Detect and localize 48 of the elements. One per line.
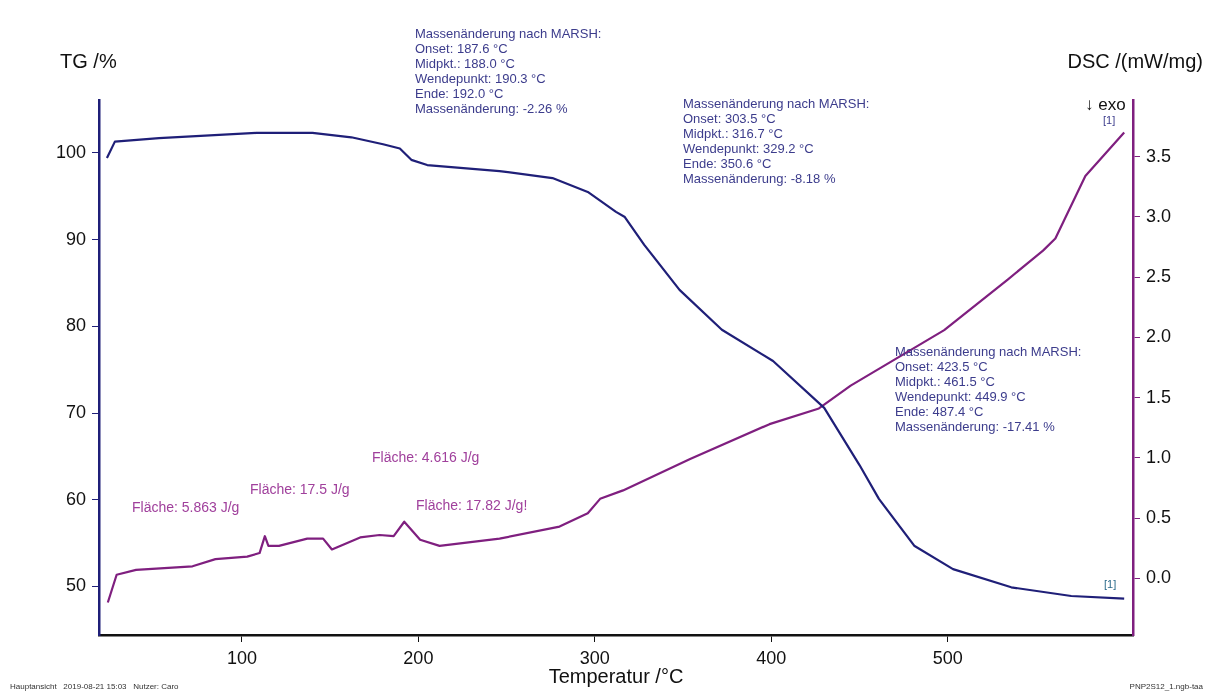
annotation: Wendepunkt: 329.2 °C [683,141,814,156]
y-tick-label: 80 [65,315,86,336]
text: Onset: 187.6 °C [415,41,508,56]
annotation: Fläche: 17.82 J/g! [416,497,528,513]
annotation: [1] [1104,578,1117,590]
x-tick-label: 400 [756,647,787,668]
annotation: Onset: 303.5 °C [683,111,776,126]
annotation: ↓ exo [1085,95,1126,114]
annotation: Massenänderung: -2.26 % [415,101,568,116]
annotation: Fläche: 17.5 J/g [250,481,350,497]
x-tick-label: 200 [403,647,434,668]
annotation: Ende: 487.4 °C [895,404,984,419]
x-tick-label: 500 [932,647,963,668]
x-axis-title: Temperatur /°C [548,665,684,687]
y-tick-label: 90 [65,228,86,249]
text: PNP2S12_1.ngb-taa [1129,682,1204,691]
y2-tick-label: 2.0 [1146,326,1172,347]
annotation: Massenänderung: -17.41 % [895,419,1056,434]
text: Midpkt.: 188.0 °C [415,56,515,71]
annotation: Ende: 350.6 °C [683,156,772,171]
y2-axis-title: DSC /(mW/mg) [1067,50,1203,72]
annotation: Midpkt.: 316.7 °C [683,126,783,141]
annotation: Fläche: 4.616 J/g [372,449,480,465]
annotation: Wendepunkt: 449.9 °C [895,389,1026,404]
y-tick-label: 60 [65,488,86,509]
annotation: [1] [1103,114,1116,126]
y2-tick-label: 3.5 [1146,145,1172,166]
text: Massenänderung nach MARSH: [415,26,602,41]
text: Hauptansicht 2019-08-21 15:03 Nutzer: Caro [10,682,180,691]
y2-tick-label: 2.5 [1146,266,1172,287]
y-tick-label: 50 [65,575,86,596]
y2-tick-label: 1.5 [1146,386,1172,407]
y2-tick-label: 3.0 [1146,205,1172,226]
annotation: Ende: 192.0 °C [415,86,504,101]
y-tick-label: 100 [55,141,86,162]
annotation: Massenänderung: -8.18 % [683,171,836,186]
x-tick-label: 300 [579,647,610,668]
text: Wendepunkt: 190.3 °C [415,71,546,86]
x-tick-label: 100 [226,647,257,668]
annotation: Massenänderung nach MARSH: [683,96,870,111]
annotation: Onset: 423.5 °C [895,359,988,374]
y-tick-label: 70 [65,401,86,422]
y2-tick-label: 0.5 [1146,507,1172,528]
y2-tick-label: 1.0 [1146,446,1172,467]
y2-tick-label: 0.0 [1146,567,1172,588]
annotation: Fläche: 5.863 J/g [132,499,240,515]
y-axis-title: TG /% [60,50,117,72]
annotation: Midpkt.: 461.5 °C [895,374,995,389]
